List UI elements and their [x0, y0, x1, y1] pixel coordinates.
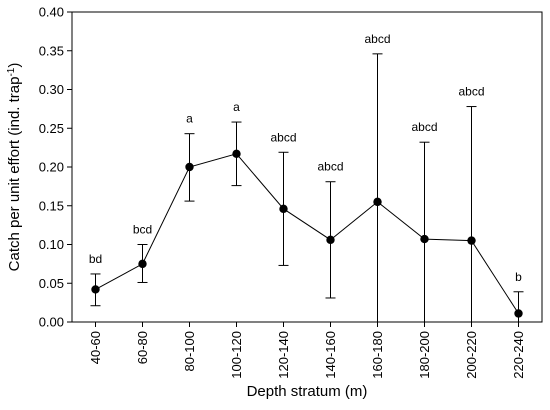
significance-label: bd: [89, 252, 102, 266]
data-point: [91, 285, 100, 294]
cpue-line: [95, 153, 519, 314]
x-tick-label: 160-180: [370, 331, 385, 379]
error-bars: [90, 53, 524, 323]
significance-label: abcd: [317, 160, 343, 174]
significance-label: b: [515, 270, 522, 284]
data-point: [467, 236, 476, 245]
y-axis-title-main: Catch per unit effort (ind. trap: [6, 77, 23, 272]
x-tick-label: 120-140: [276, 331, 291, 379]
significance-labels: bd bcd a a abcd abcd abcd abcd abcd b: [89, 32, 522, 284]
significance-label: abcd: [458, 85, 484, 99]
y-tick-label: 0.05: [39, 276, 64, 291]
y-axis-title-superscript: -1: [6, 67, 17, 76]
y-tick-label: 0.30: [39, 82, 64, 97]
y-axis-title: Catch per unit effort (ind. trap-1): [6, 63, 23, 272]
x-tick-label: 180-200: [417, 331, 432, 379]
significance-label: abcd: [411, 120, 437, 134]
data-point: [232, 149, 241, 159]
x-tick-label: 80-100: [182, 331, 197, 371]
x-tick-label: 200-220: [464, 331, 479, 379]
x-tick-label: 40-60: [88, 331, 103, 364]
y-axis-title-close: ): [6, 63, 23, 68]
y-tick-label: 0.15: [39, 198, 64, 213]
series-line: [95, 153, 519, 314]
x-tick-label: 140-160: [323, 331, 338, 379]
y-tick-label: 0.20: [39, 160, 64, 175]
y-tick-label: 0.40: [39, 5, 64, 20]
y-tick-label: 0.10: [39, 237, 64, 252]
significance-label: bcd: [133, 223, 152, 237]
significance-label: abcd: [364, 32, 390, 46]
significance-label: a: [233, 100, 240, 114]
x-axis: 40-60 60-80 80-100 100-120 120-140 140-160 160…: [88, 322, 526, 379]
x-axis-title: Depth stratum (m): [247, 383, 368, 400]
data-point: [420, 234, 429, 244]
y-tick-label: 0.35: [39, 43, 64, 58]
y-tick-label: 0.25: [39, 121, 64, 136]
x-tick-label: 100-120: [229, 331, 244, 379]
data-points: [91, 149, 523, 318]
significance-label: a: [186, 112, 193, 126]
data-point: [326, 235, 335, 245]
x-tick-label: 60-80: [135, 331, 150, 364]
y-tick-label: 0.00: [39, 315, 64, 330]
data-point: [279, 204, 288, 214]
data-point: [514, 309, 523, 318]
x-tick-label: 220-240: [511, 331, 526, 379]
data-point: [138, 259, 147, 269]
data-point: [185, 162, 194, 172]
data-point: [373, 197, 382, 207]
significance-label: abcd: [270, 130, 296, 144]
y-axis: 0.00 0.05 0.10 0.15 0.20 0.25 0.30 0.35 0.40: [39, 5, 72, 330]
